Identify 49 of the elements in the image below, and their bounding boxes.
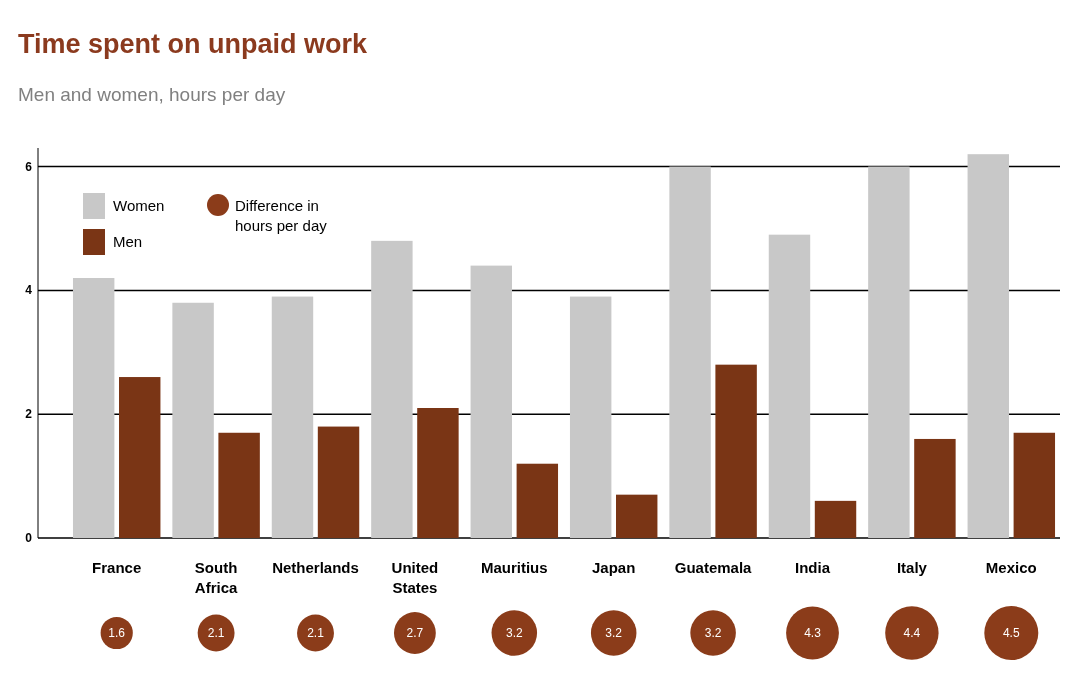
x-tick-label: Japan <box>592 559 636 576</box>
x-tick-label: Italy <box>896 559 928 576</box>
data-label: 2.1 <box>307 626 325 640</box>
bar <box>616 494 658 538</box>
data-label: 3.2 <box>505 626 523 640</box>
chart-subtitle: Men and women, hours per day <box>18 84 286 105</box>
bar <box>371 240 413 538</box>
bar <box>172 302 214 538</box>
bar <box>569 296 612 538</box>
data-label: 3.2 <box>605 626 623 640</box>
x-tick-label: France <box>92 559 142 576</box>
x-tick-label: Mexico <box>985 559 1037 576</box>
y-tick-label: 4 <box>25 283 33 298</box>
bar <box>914 438 956 538</box>
bar <box>868 166 910 538</box>
bar <box>814 500 857 538</box>
bar <box>317 426 360 538</box>
x-tick-label: South Africa <box>194 559 239 596</box>
bar <box>1013 432 1056 538</box>
data-label: 2.1 <box>207 626 225 640</box>
data-label: 4.3 <box>804 626 822 640</box>
x-tick-label: India <box>794 559 831 576</box>
data-label: 4.5 <box>1002 626 1020 640</box>
bar <box>218 432 260 538</box>
bar <box>516 463 559 538</box>
y-tick-label: 2 <box>25 407 33 422</box>
bar <box>72 278 115 538</box>
legend-label: Difference in hours per day <box>235 197 328 234</box>
y-tick-label: 6 <box>25 159 33 174</box>
bar <box>669 166 711 538</box>
x-tick-label: Guatemala <box>674 559 753 576</box>
x-tick-label: United States <box>391 559 439 596</box>
bar <box>271 296 314 538</box>
data-label: 2.7 <box>406 626 424 640</box>
legend-label: Men <box>113 233 143 250</box>
bar <box>417 408 459 538</box>
x-tick-label: Mauritius <box>480 559 548 576</box>
data-label: 3.2 <box>704 626 722 640</box>
bar <box>768 234 811 538</box>
bar <box>119 377 161 538</box>
chart-title: Time spent on unpaid work <box>18 29 369 59</box>
legend-label: Women <box>113 197 165 214</box>
data-label: 1.6 <box>108 626 126 640</box>
data-label: 4.4 <box>903 626 921 640</box>
bar <box>470 265 512 538</box>
bar <box>715 364 757 538</box>
x-tick-label: Netherlands <box>272 559 359 576</box>
y-tick-label: 0 <box>25 531 33 545</box>
bar <box>967 154 1009 538</box>
